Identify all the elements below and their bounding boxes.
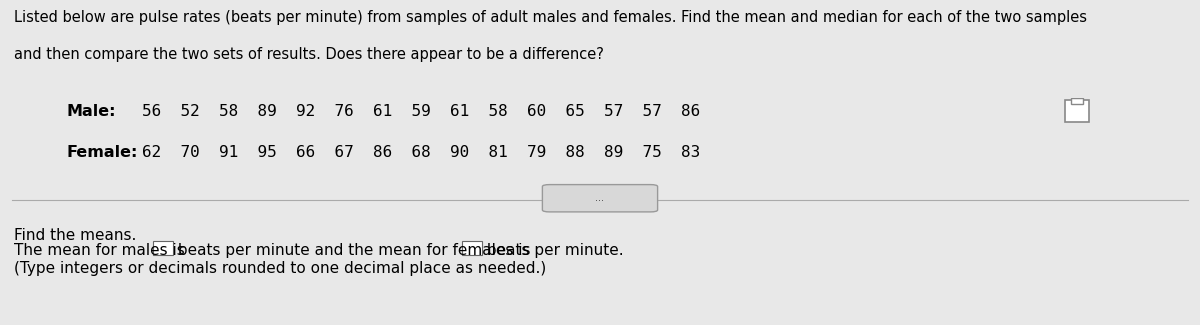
Text: beats per minute.: beats per minute.: [482, 243, 624, 258]
Text: (Type integers or decimals rounded to one decimal place as needed.): (Type integers or decimals rounded to on…: [14, 261, 546, 276]
Text: beats per minute and the mean for females is: beats per minute and the mean for female…: [173, 243, 535, 258]
FancyBboxPatch shape: [1072, 98, 1084, 104]
Text: 56  52  58  89  92  76  61  59  61  58  60  65  57  57  86: 56 52 58 89 92 76 61 59 61 58 60 65 57 5…: [142, 104, 700, 119]
FancyBboxPatch shape: [542, 185, 658, 212]
Text: and then compare the two sets of results. Does there appear to be a difference?: and then compare the two sets of results…: [14, 47, 605, 62]
Text: Listed below are pulse rates (beats per minute) from samples of adult males and : Listed below are pulse rates (beats per …: [14, 10, 1087, 25]
FancyBboxPatch shape: [1066, 100, 1090, 122]
Text: Male:: Male:: [66, 104, 115, 119]
FancyBboxPatch shape: [462, 241, 482, 255]
Text: The mean for males is: The mean for males is: [14, 243, 190, 258]
Text: ...: ...: [595, 193, 605, 203]
Text: 62  70  91  95  66  67  86  68  90  81  79  88  89  75  83: 62 70 91 95 66 67 86 68 90 81 79 88 89 7…: [142, 145, 700, 160]
Text: Find the means.: Find the means.: [14, 227, 137, 242]
Text: Female:: Female:: [66, 145, 137, 160]
FancyBboxPatch shape: [152, 241, 173, 255]
